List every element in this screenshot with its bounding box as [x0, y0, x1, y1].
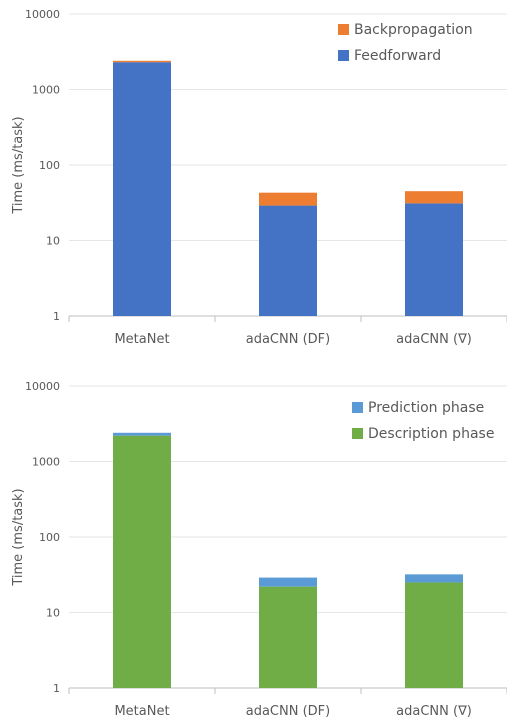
- c1-y-tick-label: 10000: [25, 380, 60, 393]
- c0-legend-label: Backpropagation: [354, 22, 473, 38]
- c1-bar-prediction-phase-1: [259, 577, 317, 587]
- c1-y-tick-label: 100: [39, 531, 60, 544]
- c0-y-tick-label: 100: [39, 159, 60, 172]
- c1-bar-description-phase-0: [113, 435, 171, 688]
- c1-bar-prediction-phase-2: [405, 574, 463, 583]
- c1-legend-swatch: [352, 402, 363, 413]
- chart-computation-time-backprop: 1 10 100 1000 10000 MetaNet adaCNN (DF) adaCNN …: [11, 8, 507, 347]
- c1-category-label: adaCNN (∇): [396, 704, 472, 719]
- c0-bar-backpropagation-1: [259, 192, 317, 206]
- c0-bar-backpropagation-2: [405, 191, 463, 204]
- c1-bar-prediction-phase-0: [113, 432, 171, 436]
- c1-legend-label: Prediction phase: [368, 400, 484, 416]
- c0-y-tick-label: 1000: [32, 84, 60, 97]
- c0-y-tick-label: 10000: [25, 8, 60, 21]
- c1-category-label: adaCNN (DF): [246, 704, 330, 719]
- c1-legend-label: Description phase: [368, 426, 494, 442]
- c1-y-tick-label: 1: [53, 682, 60, 695]
- c0-legend-swatch: [338, 50, 349, 61]
- c0-bar-feedforward-2: [405, 203, 463, 316]
- c0-y-axis-label: Time (ms/task): [11, 116, 26, 214]
- c0-bar-backpropagation-0: [113, 60, 171, 63]
- chart-computation-time-phases: 1 10 100 1000 10000 MetaNet adaCNN (DF) adaCNN …: [11, 380, 507, 719]
- c0-category-label: MetaNet: [114, 332, 169, 347]
- c0-category-label: adaCNN (∇): [396, 332, 472, 347]
- c1-legend-swatch: [352, 428, 363, 439]
- c0-category-label: adaCNN (DF): [246, 332, 330, 347]
- c0-bar-feedforward-1: [259, 205, 317, 316]
- c1-bar-description-phase-2: [405, 582, 463, 688]
- c0-legend-label: Feedforward: [354, 48, 441, 64]
- c0-y-tick-label: 10: [46, 235, 60, 248]
- c0-bar-feedforward-0: [113, 62, 171, 317]
- c1-bar-description-phase-1: [259, 586, 317, 688]
- c1-y-axis-label: Time (ms/task): [11, 488, 26, 586]
- c1-y-tick-label: 10: [46, 607, 60, 620]
- c0-legend-swatch: [338, 24, 349, 35]
- c1-category-label: MetaNet: [114, 704, 169, 719]
- c0-y-tick-label: 1: [53, 310, 60, 323]
- c1-y-tick-label: 1000: [32, 456, 60, 469]
